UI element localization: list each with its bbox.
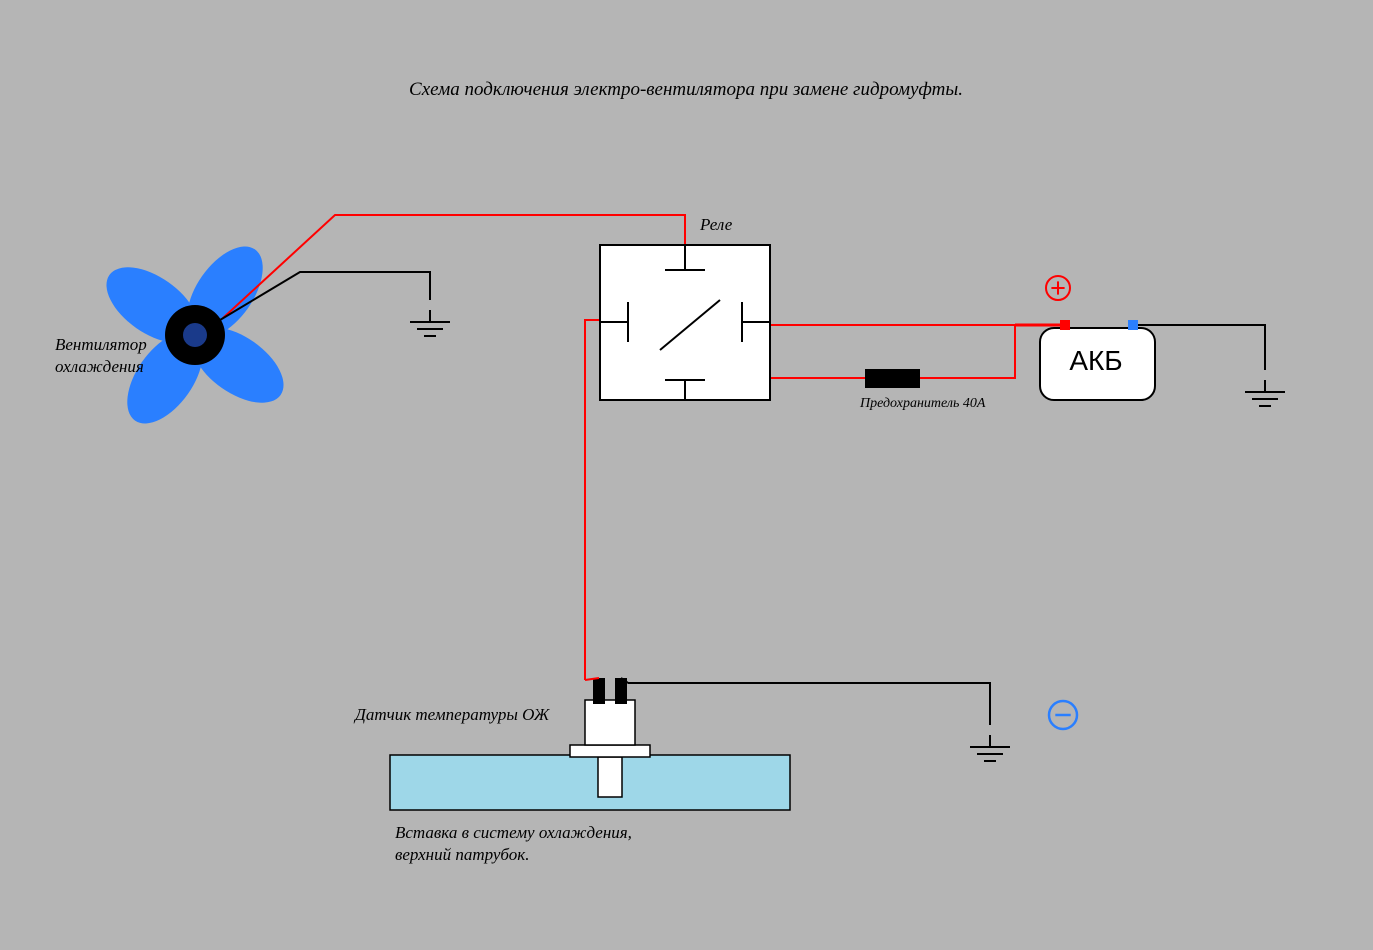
fuse-label: Предохранитель 40А [859, 396, 986, 411]
battery-label: АКБ [1069, 345, 1122, 376]
sensor-label: Датчик температуры ОЖ [353, 705, 551, 724]
sensor-stem [598, 757, 622, 797]
fan-label-2: охлаждения [55, 357, 144, 376]
fuse-icon [865, 369, 920, 388]
relay-icon [600, 245, 770, 400]
sensor-flange [570, 745, 650, 757]
pipe-label-2: верхний патрубок. [395, 845, 529, 864]
fan-hub-inner [183, 323, 207, 347]
sensor-body [585, 700, 635, 745]
coolant-pipe [390, 755, 790, 810]
battery-terminal-neg [1128, 320, 1138, 330]
pipe-label-1: Вставка в систему охлаждения, [395, 823, 632, 842]
diagram-title: Схема подключения электро-вентилятора пр… [409, 79, 963, 100]
fan-label-1: Вентилятор [55, 335, 147, 354]
sensor-terminal-left [593, 678, 605, 704]
battery-terminal-pos [1060, 320, 1070, 330]
relay-label: Реле [699, 215, 733, 234]
